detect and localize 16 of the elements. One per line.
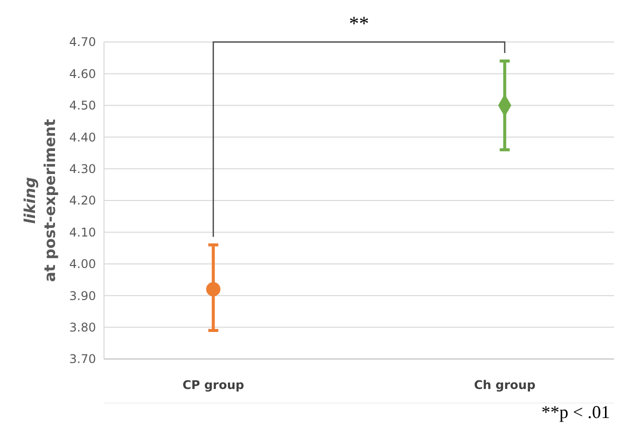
x-tick-label: CP group — [182, 378, 245, 392]
y-tick-label: 4.00 — [69, 257, 96, 272]
y-tick-label: 4.40 — [69, 130, 96, 144]
y-tick-label: 4.10 — [69, 225, 96, 240]
y-tick-label: 3.80 — [69, 320, 96, 334]
y-tick-label: 3.90 — [69, 288, 96, 303]
x-tick-label: Ch group — [474, 378, 536, 392]
text: ** — [349, 13, 369, 35]
y-tick-label: 4.30 — [69, 162, 96, 176]
y-tick-label: 4.20 — [69, 194, 96, 208]
y-tick-label: 4.60 — [69, 66, 96, 81]
y-axis-title: liking at post-experiment — [21, 119, 59, 282]
y-tick-label: 4.50 — [69, 98, 96, 113]
y-tick-label: 4.70 — [69, 35, 96, 50]
y-tick-label: 3.70 — [69, 352, 96, 366]
text: **p < .01 — [541, 402, 610, 422]
